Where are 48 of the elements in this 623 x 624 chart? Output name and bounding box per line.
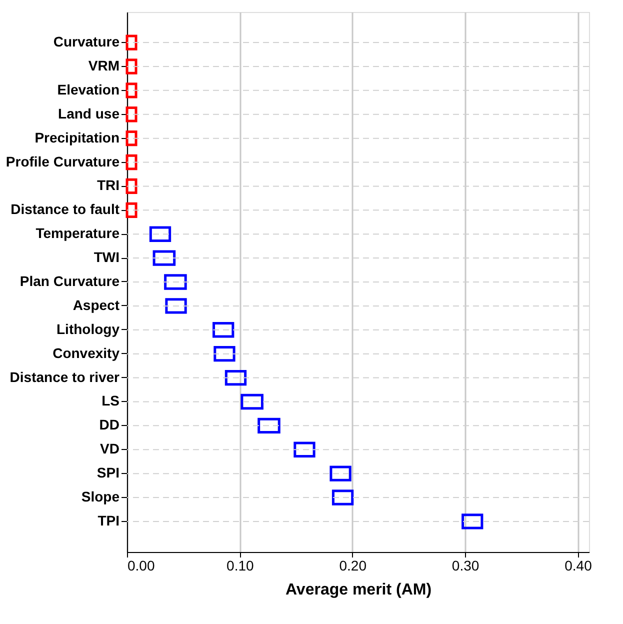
- y-tick-label: TRI: [96, 177, 120, 194]
- bar: [294, 442, 316, 458]
- y-tick-label: Distance to river: [10, 368, 120, 385]
- bar: [164, 274, 187, 290]
- bar: [330, 466, 352, 482]
- y-tick-label: LS: [102, 392, 120, 409]
- y-tick-label: DD: [99, 416, 120, 433]
- bar: [212, 322, 234, 338]
- y-tick-label: Slope: [81, 488, 120, 505]
- bar: [258, 418, 280, 434]
- y-tick-label: Precipitation: [34, 129, 120, 146]
- bar: [214, 346, 236, 362]
- bar: [126, 178, 138, 194]
- x-tick-label: 0.40: [564, 558, 592, 574]
- y-tick-label: Curvature: [53, 34, 120, 50]
- bar: [126, 202, 138, 218]
- bar: [224, 370, 247, 386]
- y-tick-label: Profile Curvature: [6, 153, 120, 170]
- y-tick-label: SPI: [96, 464, 120, 481]
- y-tick-label: Lithology: [56, 320, 120, 337]
- x-tick-label: 0.10: [226, 558, 254, 574]
- y-tick-label: TPI: [98, 512, 120, 528]
- y-tick-label: VRM: [88, 57, 120, 74]
- bar: [126, 106, 138, 122]
- bar: [126, 82, 138, 98]
- y-tick-label: Distance to fault: [10, 201, 120, 218]
- y-tick-label: TWI: [94, 249, 120, 266]
- bar: [165, 298, 187, 314]
- y-tick-label: Aspect: [72, 296, 120, 313]
- x-axis-title: Average merit (AM): [285, 582, 432, 598]
- y-tick-label: Convexity: [52, 344, 120, 361]
- bar: [149, 226, 172, 242]
- bar: [126, 130, 138, 146]
- bar: [152, 250, 176, 266]
- x-tick-label: 0.20: [339, 558, 367, 574]
- x-tick-label: 0.30: [452, 558, 480, 574]
- y-tick-label: Land use: [58, 105, 120, 122]
- y-tick-label: Temperature: [36, 225, 120, 242]
- bar: [126, 154, 138, 170]
- bar: [332, 490, 354, 506]
- bar: [240, 394, 264, 410]
- y-tick-label: Elevation: [57, 81, 120, 98]
- bar: [126, 58, 138, 74]
- x-tick-label: 0.00: [128, 558, 155, 574]
- bar: [462, 514, 484, 530]
- y-tick-label: Plan Curvature: [20, 273, 120, 289]
- bar: [126, 34, 138, 50]
- y-tick-label: VD: [100, 440, 120, 457]
